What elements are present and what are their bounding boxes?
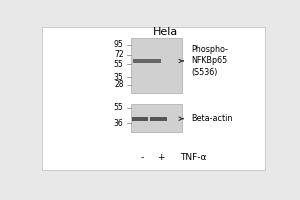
Bar bbox=[133, 59, 161, 63]
Text: 36: 36 bbox=[114, 119, 124, 128]
Text: 28: 28 bbox=[114, 80, 124, 89]
Bar bbox=[130, 104, 182, 132]
Text: -: - bbox=[140, 153, 144, 162]
Text: 35: 35 bbox=[114, 73, 124, 82]
Text: Phospho-
NFKBp65
(S536): Phospho- NFKBp65 (S536) bbox=[191, 45, 228, 77]
Text: 55: 55 bbox=[114, 60, 124, 69]
Bar bbox=[132, 117, 148, 121]
Text: 72: 72 bbox=[114, 50, 124, 59]
Text: 55: 55 bbox=[114, 103, 124, 112]
Text: Hela: Hela bbox=[153, 27, 178, 37]
Text: 95: 95 bbox=[114, 40, 124, 49]
Text: TNF-α: TNF-α bbox=[181, 153, 207, 162]
Bar bbox=[150, 117, 167, 121]
Text: Beta-actin: Beta-actin bbox=[191, 114, 232, 123]
Text: +: + bbox=[157, 153, 164, 162]
Bar bbox=[130, 38, 182, 93]
